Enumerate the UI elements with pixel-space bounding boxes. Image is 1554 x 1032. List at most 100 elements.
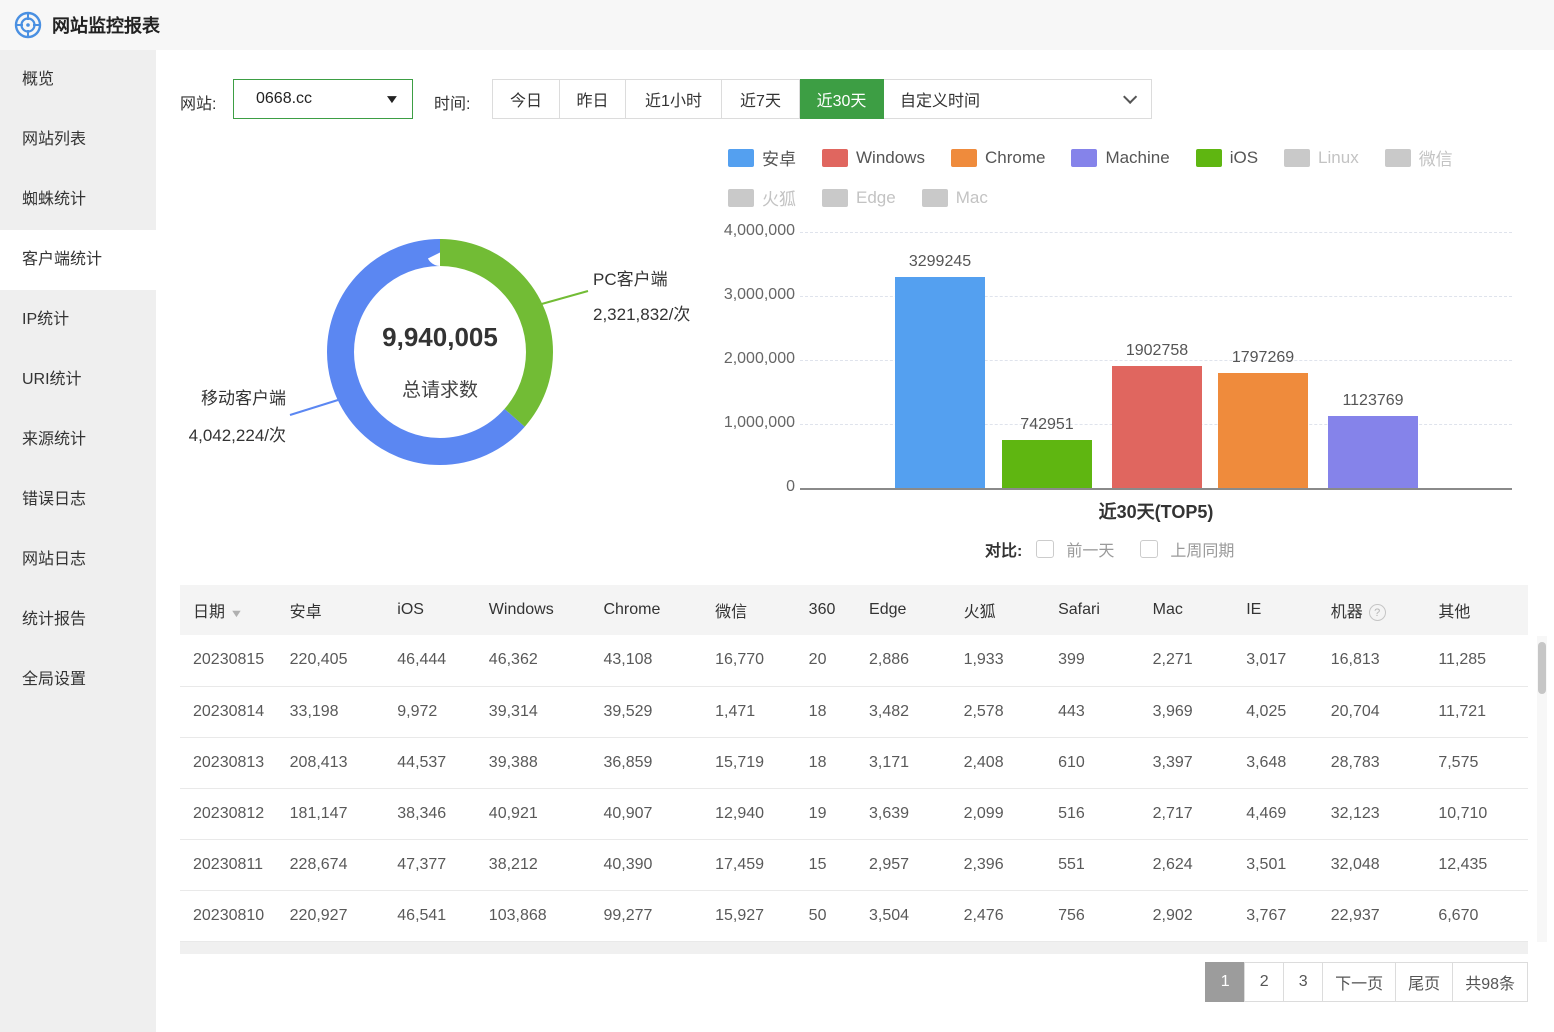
table-cell: 99,277	[603, 890, 715, 941]
compare-checkbox[interactable]	[1036, 540, 1054, 558]
time-filter-button[interactable]: 近7天	[722, 79, 800, 119]
table-cell: 46,541	[397, 890, 489, 941]
time-filter-button[interactable]: 近30天	[800, 79, 884, 119]
site-select[interactable]: 0668.cc ▼	[233, 79, 413, 119]
compare-options: 前一天上周同期	[1036, 537, 1260, 561]
sidebar-item[interactable]: IP统计	[0, 290, 156, 350]
table-cell: 38,346	[397, 788, 489, 839]
table-cell: 2,099	[964, 788, 1059, 839]
total-count: 共98条	[1452, 962, 1528, 1002]
legend-item[interactable]: Machine	[1071, 145, 1169, 170]
table-cell: 3,017	[1246, 635, 1331, 686]
legend-label: Mac	[956, 188, 988, 208]
legend-color-chip	[951, 149, 977, 167]
page-number-1[interactable]: 1	[1205, 962, 1245, 1002]
column-header-日期[interactable]: 日期▼	[180, 585, 290, 635]
gridline	[800, 232, 1512, 233]
mobile-leader-line	[290, 400, 338, 415]
bar-Chrome[interactable]	[1218, 373, 1308, 488]
sidebar-item[interactable]: URI统计	[0, 350, 156, 410]
legend-item[interactable]: Edge	[822, 185, 896, 210]
table-cell: 40,907	[603, 788, 715, 839]
table-cell: 16,770	[715, 635, 809, 686]
table-cell: 551	[1058, 839, 1153, 890]
page-number-3[interactable]: 3	[1283, 962, 1323, 1002]
compare-option-label: 上周同期	[1170, 537, 1234, 561]
column-header-360[interactable]: 360	[809, 585, 869, 635]
legend-label: iOS	[1230, 148, 1258, 168]
table-cell: 7,575	[1438, 737, 1528, 788]
sidebar-item[interactable]: 概览	[0, 50, 156, 110]
table-cell: 3,767	[1246, 890, 1331, 941]
app-title: 网站监控报表	[52, 12, 160, 38]
legend-item[interactable]: 安卓	[728, 145, 796, 170]
column-header-IE[interactable]: IE	[1246, 585, 1331, 635]
legend-item[interactable]: 微信	[1385, 145, 1453, 170]
table-cell: 6,670	[1438, 890, 1528, 941]
table-cell: 220,927	[290, 890, 398, 941]
legend-item[interactable]: Linux	[1284, 145, 1359, 170]
legend-item[interactable]: 火狐	[728, 185, 796, 210]
legend-item[interactable]: Chrome	[951, 145, 1045, 170]
table-cell: 39,529	[603, 686, 715, 737]
column-header-其他[interactable]: 其他	[1438, 585, 1528, 635]
column-header-Mac[interactable]: Mac	[1153, 585, 1247, 635]
column-header-机器[interactable]: 机器?	[1331, 585, 1439, 635]
compare-checkbox[interactable]	[1140, 540, 1158, 558]
table-cell: 2,271	[1153, 635, 1247, 686]
sidebar-item[interactable]: 全局设置	[0, 650, 156, 710]
sidebar-item[interactable]: 网站日志	[0, 530, 156, 590]
bar-Machine[interactable]	[1328, 416, 1418, 488]
legend-item[interactable]: Windows	[822, 145, 925, 170]
table-cell: 46,444	[397, 635, 489, 686]
column-header-iOS[interactable]: iOS	[397, 585, 489, 635]
legend-item[interactable]: Mac	[922, 185, 988, 210]
column-header-Edge[interactable]: Edge	[869, 585, 964, 635]
last-page-button[interactable]: 尾页	[1395, 962, 1453, 1002]
horizontal-scrollbar[interactable]	[180, 942, 1528, 954]
bar-iOS[interactable]	[1002, 440, 1092, 488]
time-filter-button[interactable]: 昨日	[560, 79, 626, 119]
sidebar-item[interactable]: 错误日志	[0, 470, 156, 530]
column-header-Chrome[interactable]: Chrome	[603, 585, 715, 635]
mobile-client-value: 4,042,224/次	[156, 417, 286, 454]
sidebar-item[interactable]: 客户端统计	[0, 230, 156, 290]
custom-time-select[interactable]: 自定义时间	[884, 79, 1152, 119]
page-number-2[interactable]: 2	[1244, 962, 1284, 1002]
time-filter-button[interactable]: 近1小时	[626, 79, 722, 119]
column-header-火狐[interactable]: 火狐	[964, 585, 1059, 635]
legend-label: Edge	[856, 188, 896, 208]
next-page-button[interactable]: 下一页	[1322, 962, 1396, 1002]
table-cell: 39,388	[489, 737, 604, 788]
time-filter-button[interactable]: 今日	[492, 79, 560, 119]
table-cell: 9,972	[397, 686, 489, 737]
column-header-Windows[interactable]: Windows	[489, 585, 604, 635]
bar-Windows[interactable]	[1112, 366, 1202, 488]
help-icon[interactable]: ?	[1369, 604, 1386, 621]
table-cell: 3,648	[1246, 737, 1331, 788]
legend-label: 安卓	[762, 145, 796, 170]
table-cell: 20230811	[180, 839, 290, 890]
bar-安卓[interactable]	[895, 277, 985, 488]
table-cell: 228,674	[290, 839, 398, 890]
table-cell: 3,482	[869, 686, 964, 737]
sidebar-item[interactable]: 统计报告	[0, 590, 156, 650]
sidebar-item[interactable]: 来源统计	[0, 410, 156, 470]
column-header-安卓[interactable]: 安卓	[290, 585, 398, 635]
sidebar-item[interactable]: 网站列表	[0, 110, 156, 170]
legend-color-chip	[1071, 149, 1097, 167]
table-cell: 28,783	[1331, 737, 1439, 788]
sidebar-item[interactable]: 蜘蛛统计	[0, 170, 156, 230]
table-cell: 20230815	[180, 635, 290, 686]
sort-desc-icon[interactable]: ▼	[229, 608, 243, 620]
table-cell: 516	[1058, 788, 1153, 839]
vertical-scrollbar-thumb[interactable]	[1538, 642, 1546, 694]
table-cell: 20230814	[180, 686, 290, 737]
table-cell: 44,537	[397, 737, 489, 788]
legend-item[interactable]: iOS	[1196, 145, 1258, 170]
table-cell: 4,025	[1246, 686, 1331, 737]
legend-color-chip	[1284, 149, 1310, 167]
column-header-Safari[interactable]: Safari	[1058, 585, 1153, 635]
column-header-微信[interactable]: 微信	[715, 585, 809, 635]
table-cell: 20	[809, 635, 869, 686]
